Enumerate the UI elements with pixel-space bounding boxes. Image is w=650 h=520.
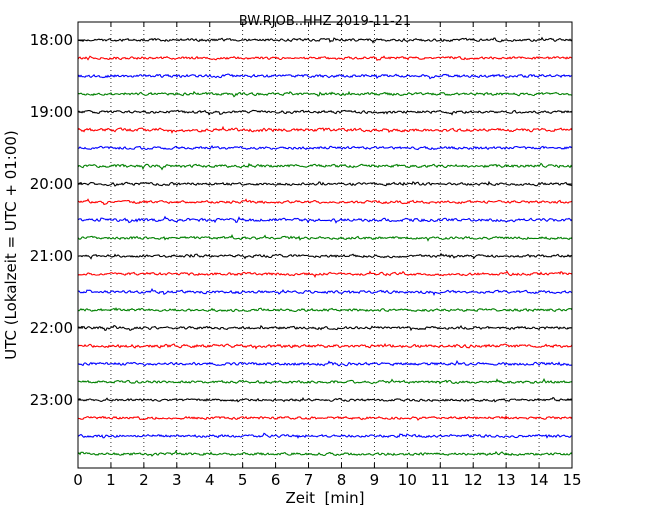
x-tick-label: 2: [139, 471, 149, 489]
x-tick-label: 0: [73, 471, 83, 489]
trace-2300: [77, 396, 573, 403]
trace-1930: [77, 144, 573, 151]
x-tick-label: 13: [497, 471, 516, 489]
trace-2100: [77, 252, 573, 260]
x-tick-label: 8: [337, 471, 347, 489]
y-axis-label: UTC (Lokalzeit = UTC + 01:00): [2, 130, 20, 360]
x-tick-label: 3: [172, 471, 182, 489]
trace-2130: [77, 288, 573, 296]
trace-2215: [77, 343, 573, 350]
trace-1830: [77, 73, 573, 80]
y-axis-ticks: 18:00 19:00 20:00 21:00 22:00 23:00: [30, 31, 572, 409]
x-tick-label: 7: [304, 471, 314, 489]
x-tick-label: 5: [238, 471, 248, 489]
x-tick-label: 15: [562, 471, 581, 489]
trace-2245: [77, 378, 573, 385]
x-tick-label: 6: [271, 471, 281, 489]
trace-1900: [77, 109, 573, 116]
x-tick-label: 4: [205, 471, 215, 489]
trace-2330: [77, 432, 573, 439]
plot-frame: [77, 21, 573, 469]
trace-1815: [77, 55, 573, 62]
trace-2030: [77, 215, 573, 224]
y-tick-label: 22:00: [30, 319, 73, 337]
y-tick-label: 19:00: [30, 103, 73, 121]
y-tick-label: 23:00: [30, 391, 73, 409]
trace-2000: [77, 180, 573, 187]
trace-1915: [77, 125, 573, 134]
trace-1800: [77, 36, 573, 44]
x-tick-label: 10: [398, 471, 417, 489]
trace-2045: [77, 234, 573, 242]
trace-2315: [77, 415, 573, 421]
trace-1945: [77, 162, 573, 171]
y-tick-label: 20:00: [30, 175, 73, 193]
y-tick-label: 21:00: [30, 247, 73, 265]
x-tick-label: 11: [431, 471, 450, 489]
trace-2230: [77, 360, 573, 367]
trace-2015: [77, 198, 573, 206]
y-tick-label: 18:00: [30, 31, 73, 49]
trace-1845: [77, 90, 573, 98]
trace-2145: [77, 307, 573, 313]
x-tick-label: 1: [106, 471, 116, 489]
trace-group: [77, 36, 573, 457]
trace-2115: [77, 270, 573, 279]
trace-2200: [77, 324, 573, 332]
x-axis-label: Zeit [min]: [285, 489, 364, 507]
x-tick-label: 9: [370, 471, 380, 489]
trace-2345: [77, 449, 573, 457]
x-tick-label: 12: [464, 471, 483, 489]
x-axis-ticks: 0 1 2 3 4 5 6 7 8 9 10 11 12 13 14 15: [73, 22, 582, 489]
x-tick-label: 14: [530, 471, 549, 489]
